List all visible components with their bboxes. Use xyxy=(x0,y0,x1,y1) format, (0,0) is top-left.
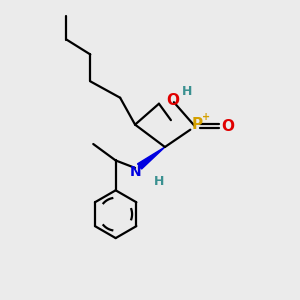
Text: +: + xyxy=(202,112,210,122)
Text: H: H xyxy=(154,175,165,188)
Text: O: O xyxy=(166,93,179,108)
Text: P: P xyxy=(192,117,203,132)
Text: N: N xyxy=(130,165,142,179)
Text: O: O xyxy=(222,118,235,134)
Text: H: H xyxy=(182,85,193,98)
Polygon shape xyxy=(138,147,165,169)
